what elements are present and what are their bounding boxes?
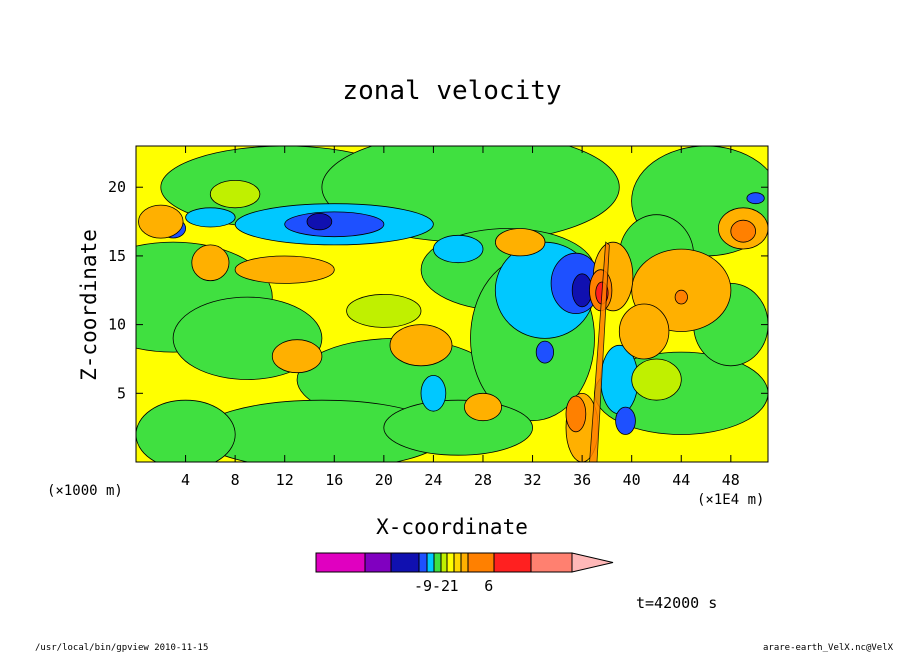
contour-region-24 [746,192,765,205]
colorbar-segment-9 [460,552,469,573]
contour-region-27 [571,273,593,308]
x-tick-label: 16 [325,471,343,489]
y-tick-label: 5 [117,384,126,402]
contour-region-25 [615,406,636,435]
colorbar-segment-11 [493,552,532,573]
x-axis: 4 8 12 16 20 24 28 32 36 40 44 48 [181,146,740,489]
colorbar-extend-arrow [571,552,614,573]
contour-region-37 [495,228,546,257]
contour-region-12 [383,399,534,456]
colorbar-label: 6 [484,577,493,595]
contour-region-22 [535,340,555,364]
colorbar-label: -9 [414,577,432,595]
contour-region-26 [306,213,333,231]
x-unit-left: (×1000 m) [47,483,123,499]
plot-frame [135,145,769,463]
colorbar-segment-12 [530,552,573,573]
contour-region-9 [136,399,236,462]
colorbar-segment-7 [446,552,455,573]
contour-region-29 [234,255,335,284]
contour-region-36 [618,303,670,360]
colorbar-segment-0 [315,552,366,573]
x-tick-label: 32 [524,471,542,489]
colorbar-label: -2 [432,577,450,595]
y-tick-label: 15 [108,247,126,265]
x-tick-label: 44 [672,471,690,489]
contour-region-30 [271,339,323,374]
x-tick-label: 28 [474,471,492,489]
contour-region-28 [138,204,184,239]
contour-region-18 [420,374,447,412]
contour-region-45 [209,180,261,209]
x-tick-label: 36 [573,471,591,489]
contour-region-41 [565,395,587,433]
footer-left: /usr/local/bin/gpview 2010-11-15 [35,643,209,653]
x-tick-label: 20 [375,471,393,489]
colorbar-segment-2 [390,552,420,573]
chart-title: zonal velocity [342,76,562,106]
velocity-field [136,146,768,462]
colorbar-segment-8 [453,552,462,573]
contour-region-35 [463,392,502,422]
x-tick-label: 24 [424,471,442,489]
time-label: t=42000 s [636,594,718,612]
y-tick-label: 10 [108,316,126,334]
colorbar-segment-6 [440,552,448,573]
contour-region-20 [284,211,385,238]
contour-region-46 [346,293,422,328]
x-axis-label: X-coordinate [376,515,528,539]
colorbar: -9 -2 1 6 [315,552,614,595]
x-tick-label: 48 [722,471,740,489]
contour-region-31 [389,324,453,367]
contour-region-34 [191,244,230,282]
x-tick-label: 8 [231,471,240,489]
x-tick-label: 4 [181,471,190,489]
footer-right: arare-earth_VelX.nc@VelX [763,643,894,653]
y-tick-label: 20 [108,178,126,196]
y-axis: 5 10 15 20 [108,178,768,402]
contour-region-47 [631,358,682,401]
contour-region-43 [674,289,688,305]
x-unit-right: (×1E4 m) [697,492,765,508]
x-tick-label: 12 [276,471,294,489]
colorbar-segment-10 [467,552,495,573]
contour-region-15 [185,207,236,228]
colorbar-segment-3 [418,552,428,573]
x-tick-label: 40 [623,471,641,489]
contour-region-42 [730,219,756,243]
contour-streak [589,241,610,462]
colorbar-segment-4 [426,552,435,573]
colorbar-segment-5 [433,552,442,573]
colorbar-label: 1 [449,577,458,595]
colorbar-segment-1 [364,552,392,573]
contour-region-17 [433,234,484,264]
